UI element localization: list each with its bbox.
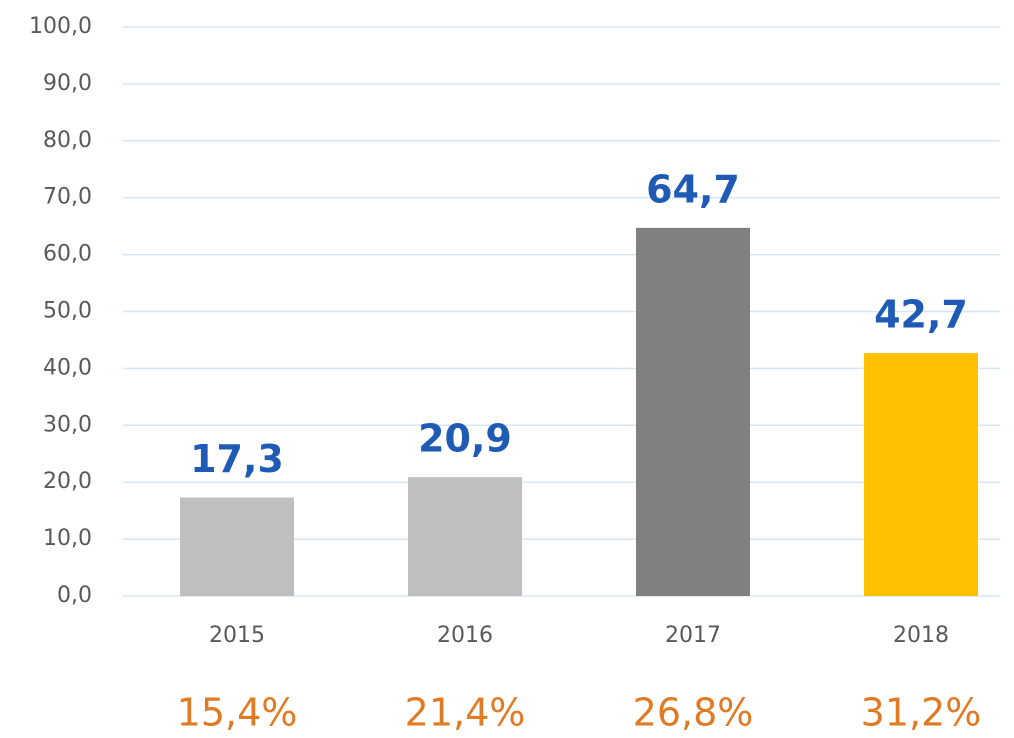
y-tick-label: 0,0 bbox=[57, 583, 92, 608]
bottom-label: 26,8% bbox=[633, 691, 754, 735]
y-tick-label: 30,0 bbox=[43, 412, 92, 437]
y-tick-label: 90,0 bbox=[43, 71, 92, 96]
y-tick-label: 20,0 bbox=[43, 469, 92, 494]
y-tick-label: 10,0 bbox=[43, 526, 92, 551]
y-tick-label: 80,0 bbox=[43, 128, 92, 153]
value-label: 20,9 bbox=[418, 417, 512, 461]
bottom-label: 31,2% bbox=[861, 691, 982, 735]
y-tick-label: 50,0 bbox=[43, 299, 92, 324]
bottom-label: 21,4% bbox=[405, 691, 526, 735]
bar bbox=[408, 477, 522, 596]
x-tick-label: 2018 bbox=[893, 623, 949, 648]
y-tick-label: 60,0 bbox=[43, 242, 92, 267]
x-tick-label: 2017 bbox=[665, 623, 721, 648]
value-label: 17,3 bbox=[190, 437, 284, 481]
bar bbox=[180, 497, 294, 596]
value-label: 42,7 bbox=[874, 293, 968, 337]
x-tick-label: 2015 bbox=[209, 623, 265, 648]
bar bbox=[636, 227, 750, 596]
x-tick-label: 2016 bbox=[437, 623, 493, 648]
y-tick-label: 70,0 bbox=[43, 185, 92, 210]
y-tick-label: 40,0 bbox=[43, 355, 92, 380]
value-label: 64,7 bbox=[646, 167, 740, 211]
y-tick-label: 100,0 bbox=[29, 14, 92, 39]
bar bbox=[864, 353, 978, 596]
bottom-label: 15,4% bbox=[177, 691, 298, 735]
